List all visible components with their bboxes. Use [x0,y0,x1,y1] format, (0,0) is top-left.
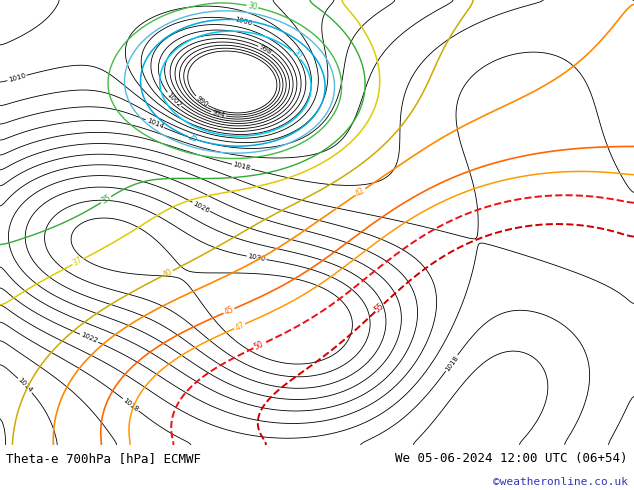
Text: 1014: 1014 [16,377,34,394]
Text: 45: 45 [223,305,235,317]
Text: 1018: 1018 [232,162,251,172]
Text: 47: 47 [233,320,246,332]
Text: 50: 50 [252,340,265,352]
Text: 1010: 1010 [8,73,27,83]
Text: 1022: 1022 [80,332,98,344]
Text: 990: 990 [195,95,209,108]
Text: 1018: 1018 [444,354,460,372]
Text: We 05-06-2024 12:00 UTC (06+54): We 05-06-2024 12:00 UTC (06+54) [395,452,628,465]
Text: 1018: 1018 [122,397,139,413]
Text: 42: 42 [354,186,367,198]
Text: 20: 20 [290,49,303,62]
Text: 1002: 1002 [165,91,183,108]
Text: ©weatheronline.co.uk: ©weatheronline.co.uk [493,477,628,487]
Text: 55: 55 [373,301,386,315]
Text: Theta-e 700hPa [hPa] ECMWF: Theta-e 700hPa [hPa] ECMWF [6,452,202,465]
Text: 1026: 1026 [192,200,210,214]
Text: 1006: 1006 [235,16,254,27]
Text: 994: 994 [211,110,226,119]
Text: 37: 37 [71,256,84,268]
Text: 40: 40 [161,267,174,280]
Text: 1030: 1030 [247,253,266,263]
Text: 1014: 1014 [145,118,164,130]
Text: 25: 25 [187,133,199,145]
Text: 998: 998 [257,44,273,56]
Text: 30: 30 [247,1,258,12]
Text: 35: 35 [100,193,112,206]
